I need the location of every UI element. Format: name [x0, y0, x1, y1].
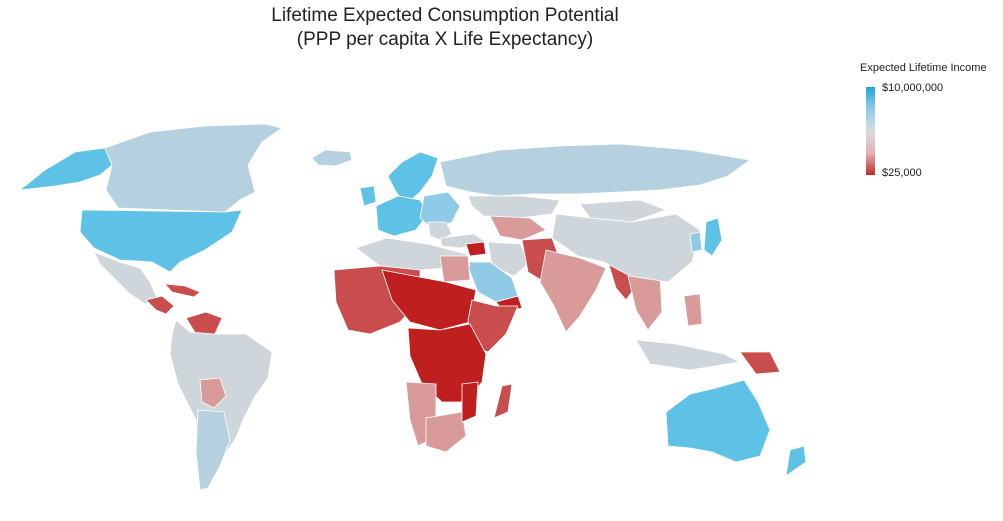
chart-title: Lifetime Expected Consumption Potential — [271, 5, 619, 26]
region-southern-africa[interactable] — [425, 411, 467, 453]
region-mozambique[interactable] — [461, 381, 479, 423]
region-central-america[interactable] — [145, 295, 175, 315]
region-papua-new-guinea[interactable] — [739, 351, 781, 375]
region-usa[interactable] — [79, 209, 243, 273]
region-alaska[interactable] — [19, 147, 113, 191]
legend-title: Expected Lifetime Income — [860, 62, 987, 74]
legend-gradient-bar — [866, 87, 875, 175]
region-india[interactable] — [539, 249, 607, 333]
region-central-asia[interactable] — [489, 215, 547, 241]
legend: Expected Lifetime Income $10,000,000 $25… — [860, 62, 1003, 179]
region-korea[interactable] — [689, 231, 703, 253]
region-egypt[interactable] — [439, 255, 471, 283]
region-chile-argentina[interactable] — [195, 409, 231, 491]
chart-subtitle: (PPP per capita X Life Expectancy) — [296, 29, 594, 50]
region-madagascar[interactable] — [493, 383, 513, 419]
region-new-zealand[interactable] — [785, 445, 807, 477]
region-russia[interactable] — [439, 143, 751, 197]
region-eastern-europe[interactable] — [419, 191, 461, 231]
region-kazakhstan[interactable] — [467, 195, 561, 219]
legend-max-label: $10,000,000 — [882, 82, 944, 94]
region-western-europe[interactable] — [375, 195, 429, 237]
legend-min-label: $25,000 — [882, 167, 922, 179]
region-canada[interactable] — [104, 123, 283, 213]
region-iran[interactable] — [487, 241, 531, 277]
world-map — [19, 123, 807, 491]
region-south-america[interactable] — [169, 319, 273, 491]
title-block: Lifetime Expected Consumption Potential … — [0, 4, 890, 52]
region-syria[interactable] — [465, 241, 487, 257]
region-venezuela[interactable] — [185, 311, 223, 337]
region-australia[interactable] — [665, 379, 771, 463]
region-uk[interactable] — [359, 185, 377, 207]
region-bolivia[interactable] — [199, 377, 227, 409]
region-indonesia[interactable] — [635, 339, 741, 371]
region-greenland[interactable] — [311, 149, 353, 167]
region-mongolia[interactable] — [579, 199, 667, 223]
region-philippines[interactable] — [683, 293, 703, 327]
region-japan[interactable] — [703, 217, 723, 257]
region-southeast-asia[interactable] — [627, 275, 663, 331]
region-sahel[interactable] — [381, 269, 477, 331]
region-caribbean[interactable] — [164, 283, 201, 298]
region-china[interactable] — [551, 213, 701, 283]
